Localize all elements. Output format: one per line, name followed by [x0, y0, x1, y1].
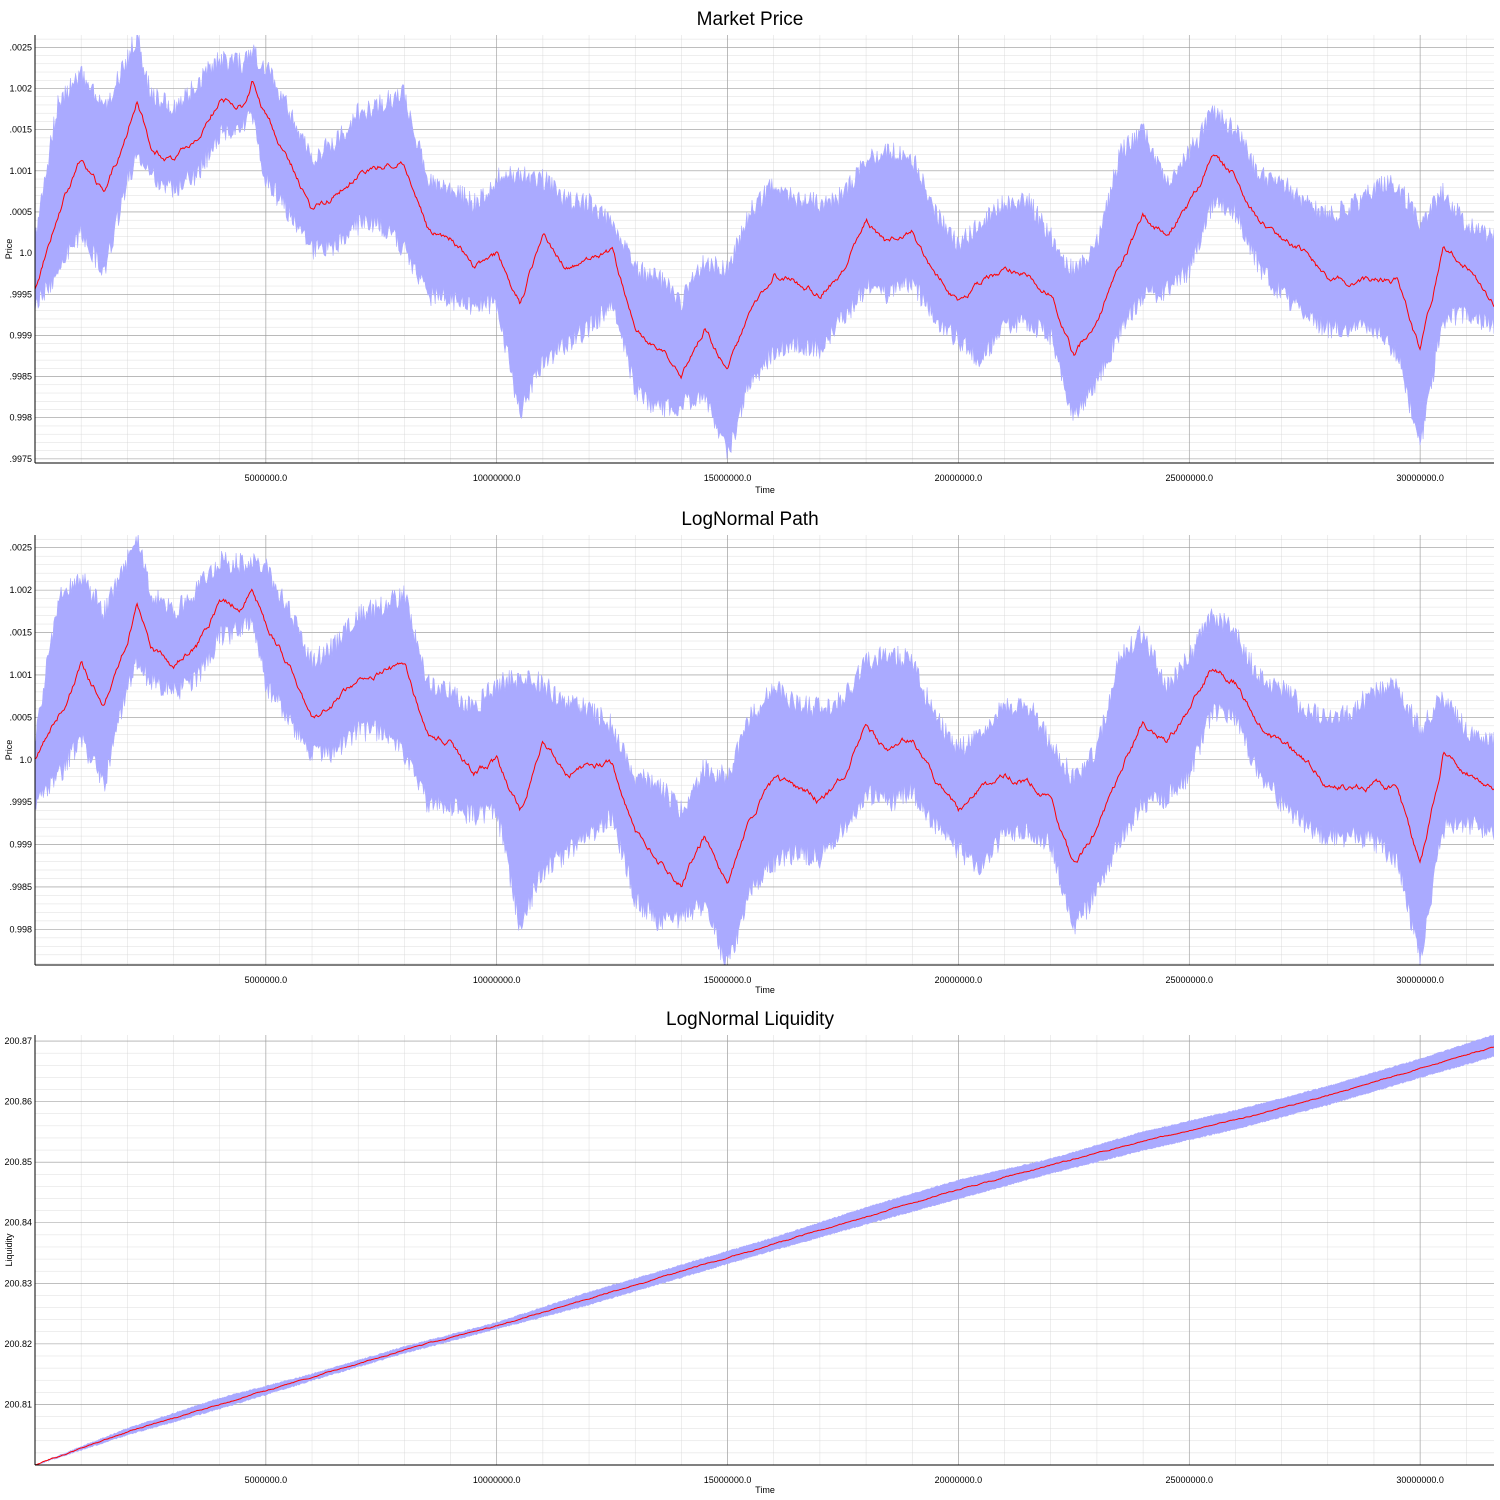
x-tick-label: 10000000.0 [473, 975, 521, 985]
plot-area [35, 35, 1494, 459]
y-tick-label: 1.002 [9, 585, 32, 595]
y-tick-label: 200.87 [4, 1036, 32, 1046]
x-tick-label: 15000000.0 [704, 975, 752, 985]
x-tick-label: 15000000.0 [704, 473, 752, 483]
y-tick-label: 200.85 [4, 1157, 32, 1167]
y-tick-label: 1.0 [19, 248, 32, 258]
y-tick-label: 0.999 [9, 840, 32, 850]
x-tick-label: 20000000.0 [935, 1475, 983, 1485]
y-axis-label: Liquidity [4, 1233, 14, 1267]
x-tick-label: 5000000.0 [245, 975, 288, 985]
x-tick-label: 10000000.0 [473, 1475, 521, 1485]
major-grid [35, 1035, 1494, 1465]
x-tick-label: 15000000.0 [704, 1475, 752, 1485]
y-tick-label: .9995 [9, 797, 32, 807]
chart-title: LogNormal Path [681, 509, 818, 530]
y-tick-label: 1.001 [9, 166, 32, 176]
lognormal-liquidity-chart: 5000000.0 10000000.0 15000000.0 20000000.0 2… [4, 1009, 1494, 1495]
y-tick-label: 1.002 [9, 84, 32, 94]
y-tick-label: .0015 [9, 125, 32, 135]
y-tick-label: 1.001 [9, 670, 32, 680]
x-axis-label: Time [755, 1485, 775, 1495]
y-tick-label: .0015 [9, 628, 32, 638]
y-tick-label: .9995 [9, 289, 32, 299]
chart-title: Market Price [697, 9, 804, 30]
y-tick-label: 200.83 [4, 1278, 32, 1288]
x-tick-label: 5000000.0 [245, 1475, 288, 1485]
y-tick-label: .0025 [9, 543, 32, 553]
y-tick-label: 0.999 [9, 330, 32, 340]
confidence-band [35, 535, 1494, 965]
plot-area [35, 1035, 1494, 1465]
market-price-chart: 5000000.0 10000000.0 15000000.0 20000000.0 2… [4, 9, 1494, 495]
mean-series-line [35, 1046, 1494, 1465]
confidence-band [35, 35, 1494, 459]
y-tick-label: .0005 [9, 207, 32, 217]
y-tick-label: 200.86 [4, 1097, 32, 1107]
x-tick-label: 10000000.0 [473, 473, 521, 483]
x-axis-label: Time [755, 985, 775, 995]
y-tick-label: 1.0 [19, 755, 32, 765]
y-tick-label: 200.84 [4, 1218, 32, 1228]
y-tick-label: .9985 [9, 882, 32, 892]
x-tick-label: 20000000.0 [935, 975, 983, 985]
confidence-band [35, 1035, 1494, 1465]
x-tick-label: 25000000.0 [1165, 975, 1213, 985]
y-tick-label: .9975 [9, 454, 32, 464]
y-tick-label: 0.998 [9, 924, 32, 934]
lognormal-path-chart: 5000000.0 10000000.0 15000000.0 20000000.0 2… [4, 509, 1494, 995]
x-tick-label: 25000000.0 [1165, 1475, 1213, 1485]
chart-title: LogNormal Liquidity [666, 1009, 834, 1030]
mean-series-line [35, 588, 1494, 888]
y-tick-label: .0005 [9, 712, 32, 722]
x-tick-label: 25000000.0 [1165, 473, 1213, 483]
y-axis-label: Price [4, 740, 14, 761]
y-axis-label: Price [4, 239, 14, 260]
y-tick-label: 200.82 [4, 1339, 32, 1349]
plot-area [35, 535, 1494, 965]
x-tick-label: 30000000.0 [1396, 473, 1444, 483]
x-tick-label: 5000000.0 [245, 473, 288, 483]
x-tick-label: 30000000.0 [1396, 975, 1444, 985]
x-axis-label: Time [755, 485, 775, 495]
y-tick-label: .9985 [9, 372, 32, 382]
x-tick-label: 30000000.0 [1396, 1475, 1444, 1485]
y-tick-label: .0025 [9, 42, 32, 52]
mean-series-line [35, 81, 1494, 380]
y-tick-label: 0.998 [9, 413, 32, 423]
x-tick-label: 20000000.0 [935, 473, 983, 483]
y-tick-label: 200.81 [4, 1399, 32, 1409]
